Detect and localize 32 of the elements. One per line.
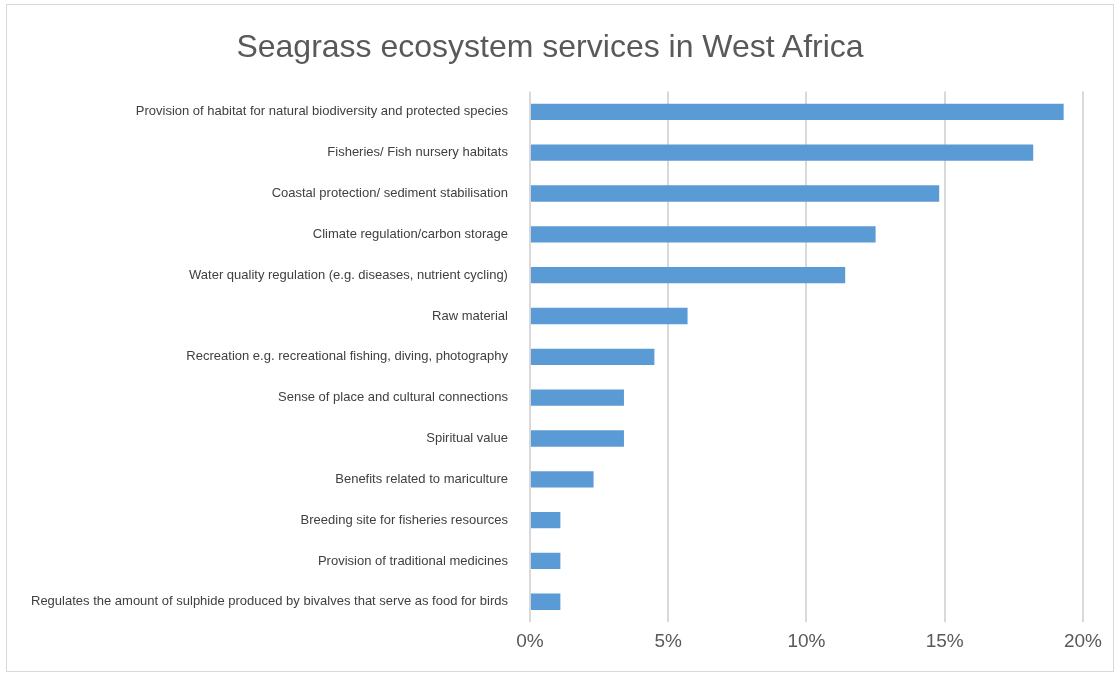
bar — [530, 552, 561, 570]
x-tick-label: 15% — [925, 629, 964, 651]
bar — [530, 471, 594, 488]
bar — [530, 511, 561, 529]
y-tick-label: Raw material — [432, 307, 509, 323]
bar — [530, 430, 624, 447]
bar — [530, 389, 624, 406]
y-tick-label: Coastal protection/ sediment stabilisation — [271, 185, 508, 201]
x-tick-label: 20% — [1063, 629, 1103, 651]
y-tick-label: Spiritual value — [426, 430, 508, 446]
y-tick-label: Fisheries/ Fish nursery habitats — [327, 144, 509, 160]
bar — [530, 226, 876, 243]
bar — [530, 348, 655, 365]
bar — [530, 593, 561, 610]
y-tick-label: Provision of traditional medicines — [317, 552, 509, 568]
bar — [530, 103, 1064, 120]
x-tick-label: 5% — [654, 629, 683, 651]
x-tick-label: 10% — [787, 629, 826, 651]
y-tick-label: Benefits related to mariculture — [335, 470, 508, 486]
y-tick-label: Provision of habitat for natural biodiversity and protected species — [135, 103, 509, 119]
y-tick-label: Climate regulation/carbon storage — [312, 225, 508, 241]
bar — [530, 185, 940, 202]
x-tick-label: 0% — [516, 629, 544, 651]
y-tick-label: Water quality regulation (e.g. diseases, nutrient cycling) — [189, 266, 508, 282]
chart-title: Seagrass ecosystem services in West Africa — [236, 28, 864, 65]
bar — [530, 307, 688, 325]
y-tick-label: Sense of place and cultural connections — [278, 389, 509, 405]
bar — [530, 266, 846, 284]
y-tick-label: Regulates the amount of sulphide produced by bivalves that serve as food for birds — [31, 593, 509, 609]
y-tick-label: Breeding site for fisheries resources — [300, 511, 509, 527]
y-tick-label: Recreation e.g. recreational fishing, diving, photography — [186, 348, 509, 364]
bar — [530, 144, 1034, 161]
